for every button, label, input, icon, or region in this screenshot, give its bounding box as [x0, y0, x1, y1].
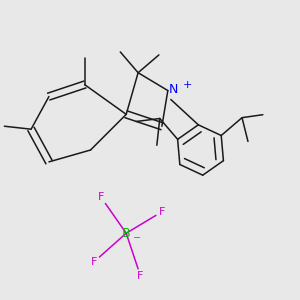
Text: F: F — [137, 271, 144, 281]
Text: F: F — [159, 207, 166, 217]
Text: B: B — [122, 227, 130, 240]
Text: −: − — [134, 233, 142, 243]
Text: F: F — [91, 257, 97, 267]
Text: +: + — [182, 80, 192, 90]
Text: N: N — [169, 82, 178, 96]
Text: F: F — [98, 192, 104, 203]
